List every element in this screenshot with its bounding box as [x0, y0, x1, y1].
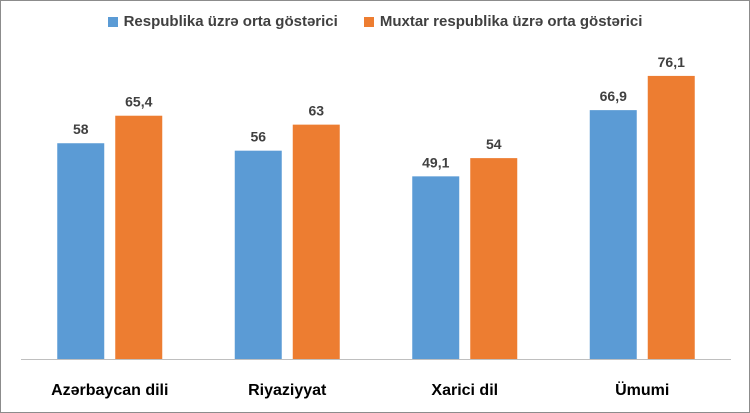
data-label-muxtar-1: 63 — [308, 103, 324, 119]
bar-respublika-0 — [57, 143, 105, 359]
legend-swatch-blue — [107, 16, 118, 27]
legend-swatch-orange — [363, 16, 374, 27]
bar-muxtar-1 — [292, 124, 340, 359]
data-label-respublika-3: 66,9 — [600, 88, 627, 104]
category-label-0: Azərbaycan dili — [51, 382, 168, 399]
data-label-muxtar-2: 54 — [486, 136, 502, 152]
legend-item-muxtar: Muxtar respublika üzrə orta göstərici — [363, 13, 643, 30]
bar-muxtar-3 — [647, 75, 695, 360]
bar-respublika-1 — [234, 150, 282, 359]
category-label-1: Riyaziyyat — [248, 382, 327, 399]
bar-respublika-3 — [589, 110, 637, 360]
category-label-2: Xarici dil — [431, 382, 498, 399]
bar-respublika-2 — [412, 176, 460, 359]
data-label-respublika-2: 49,1 — [422, 154, 449, 170]
category-label-3: Ümumi — [615, 380, 669, 399]
bar-muxtar-0 — [115, 115, 163, 359]
data-label-respublika-0: 58 — [73, 121, 89, 137]
legend-label-respublika: Respublika üzrə orta göstərici — [123, 13, 338, 30]
legend-item-respublika: Respublika üzrə orta göstərici — [107, 13, 338, 30]
data-label-muxtar-0: 65,4 — [125, 94, 152, 110]
legend-label-muxtar: Muxtar respublika üzrə orta göstərici — [379, 13, 643, 30]
data-label-respublika-1: 56 — [250, 129, 266, 145]
bar-muxtar-2 — [470, 158, 518, 359]
data-label-muxtar-3: 76,1 — [658, 54, 685, 70]
chart-legend: Respublika üzrə orta göstərici Muxtar re… — [1, 13, 749, 30]
